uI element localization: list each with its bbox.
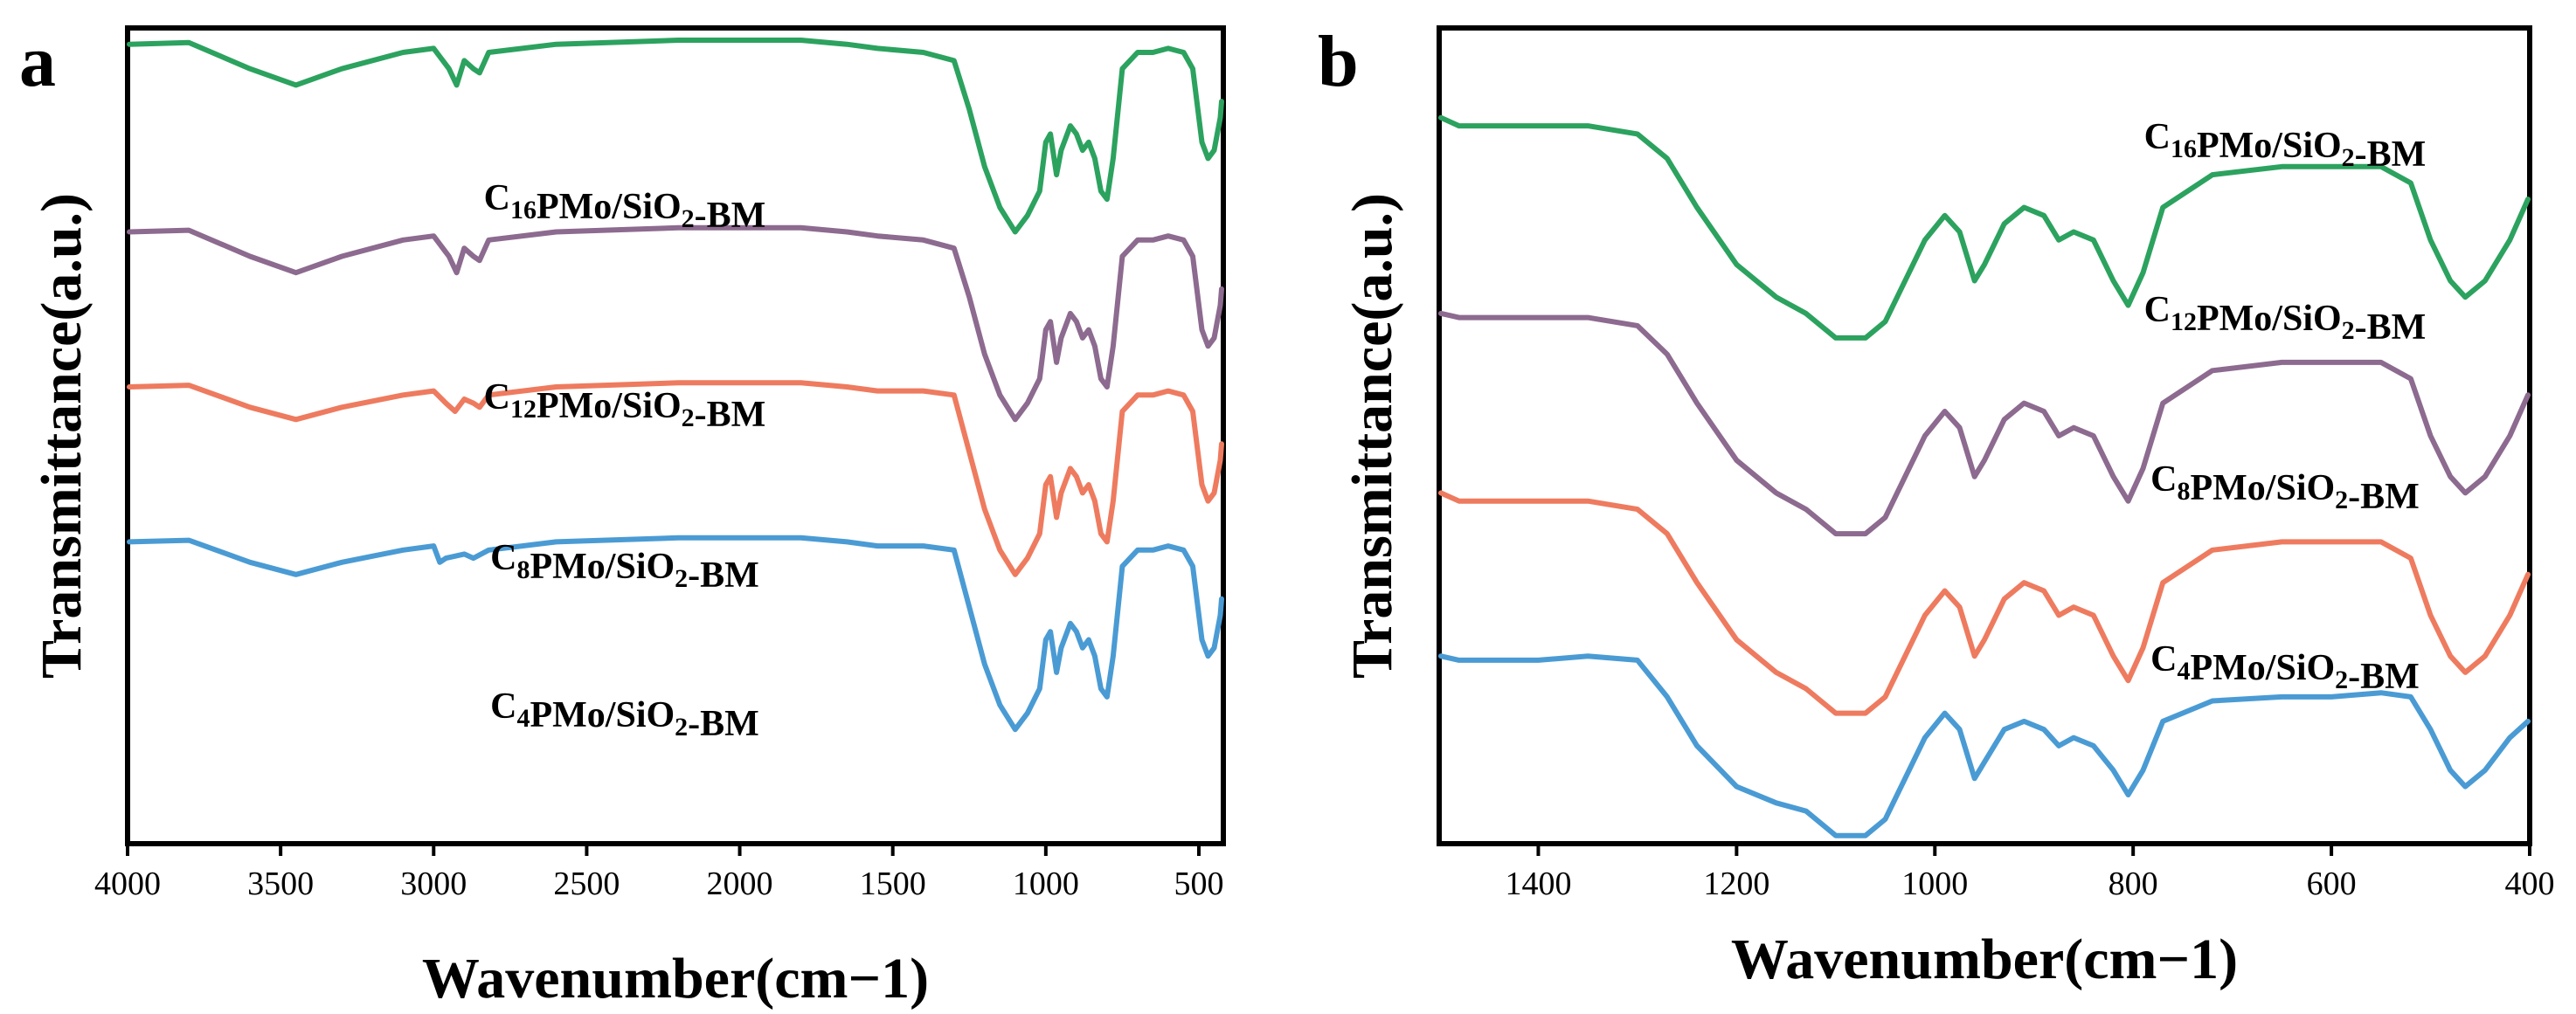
series-label: C8PMo/SiO2-BM xyxy=(490,538,759,596)
panel-a-y-axis-label: Transmittance(a.u.) xyxy=(30,193,93,679)
x-tick-label: 600 xyxy=(2307,866,2357,902)
panel-a-letter: a xyxy=(19,21,56,102)
series-line-c16pmo-sio2-bm xyxy=(1438,114,2531,341)
series-line-c8pmo-sio2-bm xyxy=(127,380,1224,577)
panel-b-series-labels: C16PMo/SiO2-BM C12PMo/SiO2-BM C8PMo/SiO2-B… xyxy=(2144,117,2427,697)
series-label: C8PMo/SiO2-BM xyxy=(2150,459,2420,517)
x-tick-label: 3000 xyxy=(400,866,467,902)
x-tick-label: 800 xyxy=(2109,866,2158,902)
x-tick-label: 400 xyxy=(2505,866,2555,902)
series-line-c12pmo-sio2-bm xyxy=(127,224,1224,423)
panel-b-x-ticks xyxy=(1536,844,2531,856)
series-line-c12pmo-sio2-bm xyxy=(1438,310,2531,537)
x-tick-label: 1400 xyxy=(1505,866,1571,902)
series-line-c4pmo-sio2-bm xyxy=(1438,653,2531,838)
x-tick-label: 4000 xyxy=(94,866,161,902)
panel-b-x-axis-label: Wavenumber(cm−1) xyxy=(1731,928,2238,991)
x-tick-label: 1200 xyxy=(1703,866,1769,902)
series-label: C12PMo/SiO2-BM xyxy=(2144,290,2427,348)
panel-a-plot-frame xyxy=(125,25,1226,846)
series-line-c8pmo-sio2-bm xyxy=(1438,490,2531,716)
x-tick-label: 1500 xyxy=(860,866,926,902)
panel-b-series-lines xyxy=(1438,114,2531,838)
panel-b: b 1400 1200 1000 800 600 400 C16PMo/SiO2-BMC1… xyxy=(1318,21,2555,991)
panel-b-y-axis-label: Transmittance(a.u.) xyxy=(1340,193,1404,679)
x-tick-label: 2000 xyxy=(707,866,773,902)
series-label: C12PMo/SiO2-BM xyxy=(484,377,766,435)
panel-b-plot-frame xyxy=(1437,25,2532,846)
series-line-c4pmo-sio2-bm xyxy=(127,535,1224,733)
panel-a-x-axis-label: Wavenumber(cm−1) xyxy=(422,947,929,1011)
series-label: C16PMo/SiO2-BM xyxy=(2144,117,2427,175)
panel-b-letter: b xyxy=(1318,21,1359,102)
x-tick-label: 3500 xyxy=(247,866,314,902)
x-tick-label: 1000 xyxy=(1901,866,1968,902)
series-label: C4PMo/SiO2-BM xyxy=(2150,639,2420,697)
panel-a-series-labels: C16PMo/SiO2-BM C12PMo/SiO2-BM C8PMo/SiO2-B… xyxy=(484,178,766,744)
panel-b-x-tick-labels: 1400 1200 1000 800 600 400 xyxy=(1505,866,2554,902)
x-tick-label: 2500 xyxy=(553,866,620,902)
series-label: C16PMo/SiO2-BM xyxy=(484,178,766,236)
x-tick-label: 1000 xyxy=(1013,866,1079,902)
series-label: C4PMo/SiO2-BM xyxy=(490,686,759,744)
panel-a-x-ticks xyxy=(126,844,1201,856)
panel-a-x-tick-labels: 4000 3500 3000 2500 2000 1500 1000 500 xyxy=(94,866,1223,902)
x-tick-label: 500 xyxy=(1174,866,1223,902)
series-line-c16pmo-sio2-bm xyxy=(127,38,1224,235)
panel-a: a 4000 3500 3000 2500 2000 1500 1000 500 C16PMo… xyxy=(19,21,1226,1011)
panel-a-series-lines xyxy=(127,38,1224,733)
